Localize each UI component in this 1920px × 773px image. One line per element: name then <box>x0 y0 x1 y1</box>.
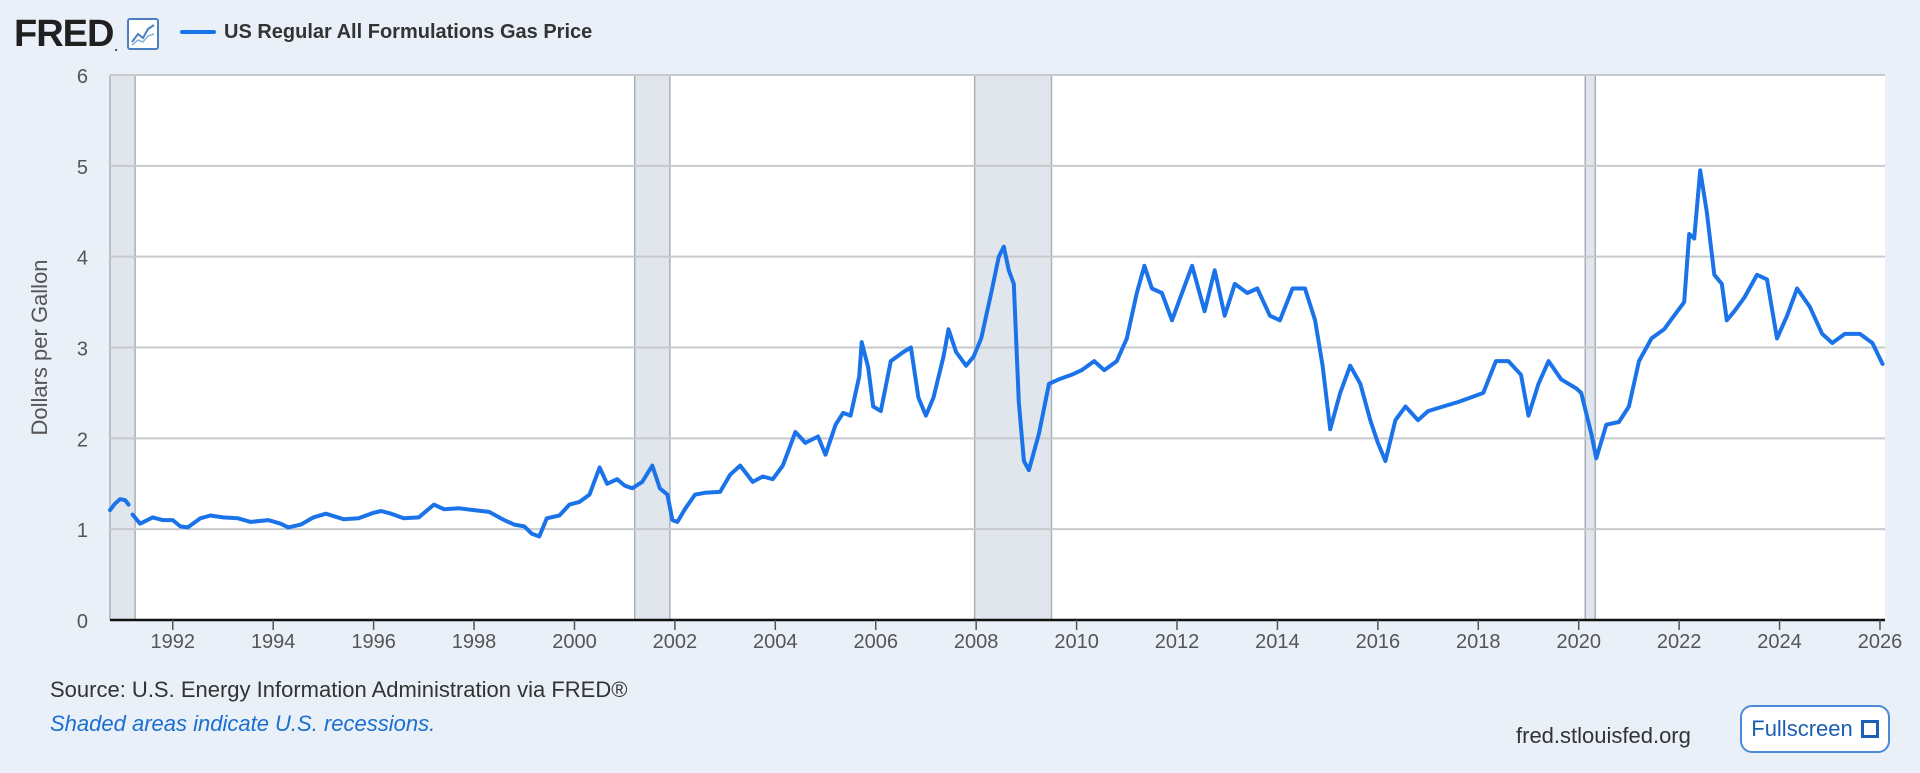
y-tick-label: 1 <box>77 520 88 542</box>
y-tick-label: 3 <box>77 339 88 361</box>
series-line[interactable] <box>108 497 131 513</box>
recession-note[interactable]: Shaded areas indicate U.S. recessions. <box>50 711 436 736</box>
legend[interactable]: US Regular All Formulations Gas Price <box>180 20 592 44</box>
header: FRED. <box>14 14 159 54</box>
x-tick-label: 1992 <box>151 631 196 653</box>
legend-label: US Regular All Formulations Gas Price <box>224 20 593 43</box>
expand-icon <box>1860 720 1879 738</box>
x-tick-label: 2024 <box>1757 631 1802 653</box>
series-line[interactable] <box>130 168 1885 539</box>
site-link[interactable]: fred.stlouisfed.org <box>1516 723 1691 748</box>
graph-icon[interactable] <box>126 18 159 50</box>
fullscreen-button[interactable]: Fullscreen <box>1740 705 1890 753</box>
x-tick-label: 2008 <box>954 631 999 653</box>
grid-layer <box>110 74 1885 531</box>
x-tick-label: 2002 <box>653 631 698 653</box>
x-tick-label: 1996 <box>351 631 396 653</box>
axis-layer: 0 1 2 3 4 5 6 1992 1994 1996 1998 2000 2002 2004 2006 2… <box>27 66 1902 653</box>
fred-logo[interactable]: FRED. <box>14 13 118 55</box>
y-tick-label: 0 <box>77 611 88 633</box>
x-tick-label: 2004 <box>753 631 798 653</box>
x-tick-label: 2020 <box>1556 631 1601 653</box>
x-tick-label: 2026 <box>1858 631 1903 653</box>
y-tick-label: 5 <box>77 157 88 179</box>
x-tick-label: 2014 <box>1255 631 1300 653</box>
y-tick-label: 6 <box>77 66 88 88</box>
x-tick-label: 2012 <box>1155 631 1200 653</box>
y-axis-label: Dollars per Gallon <box>27 259 52 435</box>
x-tick-label: 2006 <box>853 631 898 653</box>
y-tick-label: 2 <box>77 429 88 451</box>
x-tick-label: 2010 <box>1054 631 1099 653</box>
fullscreen-label: Fullscreen <box>1751 716 1853 741</box>
x-tick-label: 2016 <box>1356 631 1401 653</box>
x-tick-label: 2018 <box>1456 631 1501 653</box>
x-tick-label: 2000 <box>552 631 597 653</box>
y-tick-label: 4 <box>77 248 88 270</box>
x-tick-label: 2022 <box>1657 631 1702 653</box>
legend-swatch <box>180 30 216 34</box>
x-tick-label: 1998 <box>452 631 497 653</box>
x-tick-label: 1994 <box>251 631 296 653</box>
series-layer <box>108 168 1885 539</box>
source-note: Source: U.S. Energy Information Administ… <box>50 677 628 702</box>
